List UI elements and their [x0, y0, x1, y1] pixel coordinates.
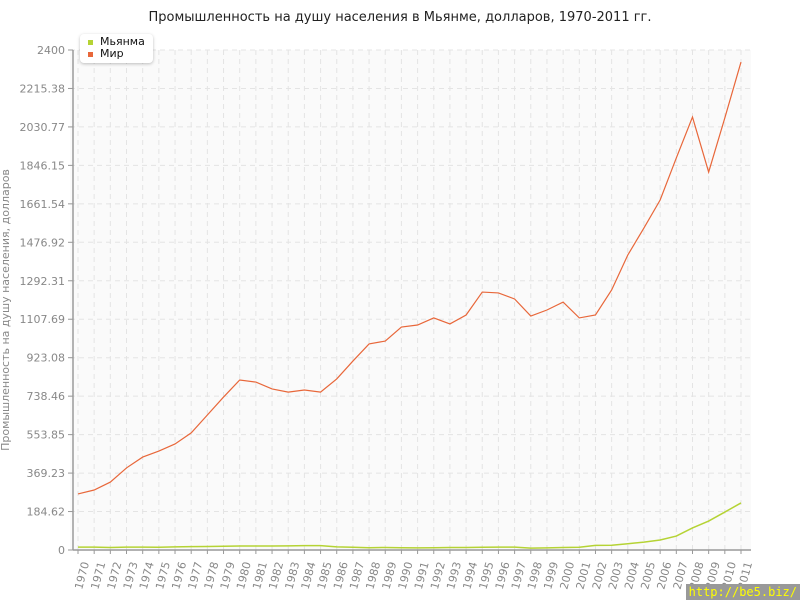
y-tick-label: 923.08 — [27, 352, 66, 365]
watermark[interactable]: http://be5.biz/ — [685, 584, 800, 600]
plot-area — [70, 50, 751, 550]
legend-label: Мир — [100, 47, 124, 60]
legend-swatch — [88, 51, 93, 57]
series-line-myanmar — [78, 502, 742, 549]
y-tick-label: 1846.15 — [20, 159, 66, 172]
y-tick-label: 184.62 — [27, 506, 66, 519]
y-tick-label: 738.46 — [27, 390, 66, 403]
y-tick-label: 1661.54 — [20, 198, 66, 211]
y-tick-label: 1292.31 — [20, 275, 66, 288]
y-tick-label: 369.23 — [27, 467, 66, 480]
y-tick-label: 2400 — [37, 44, 65, 57]
y-tick-label: 1107.69 — [20, 313, 66, 326]
y-axis-label: Промышленность на душу населения, доллар… — [0, 169, 12, 451]
legend-swatch — [88, 39, 93, 45]
chart-title: Промышленность на душу населения в Мьянм… — [148, 10, 652, 25]
y-tick-label: 553.85 — [27, 429, 66, 442]
legend-item-world[interactable]: Мир — [88, 48, 145, 60]
legend-label: Мьянма — [100, 35, 145, 48]
y-tick-label: 1476.92 — [20, 236, 66, 249]
y-tick-label: 0 — [58, 544, 65, 557]
legend-item-myanmar[interactable]: Мьянма — [88, 36, 145, 48]
series-line-world — [77, 61, 742, 495]
legend: Мьянма Мир — [80, 34, 153, 63]
y-tick-label: 2030.77 — [20, 121, 66, 134]
y-tick-label: 2215.38 — [20, 82, 66, 95]
